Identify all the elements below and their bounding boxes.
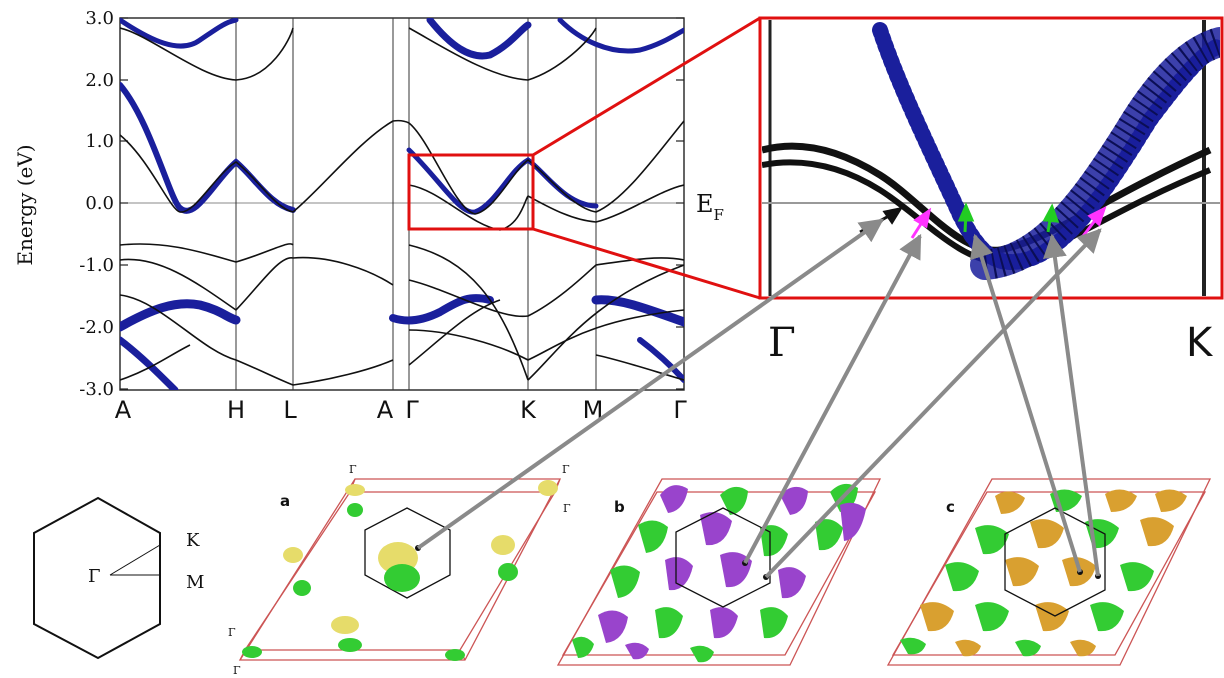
fermi-surface-panel-a: a Γ Γ Γ Γ Γ <box>228 463 571 677</box>
bz-hexagon-outline <box>364 507 451 599</box>
bz-k-label: K <box>186 530 200 551</box>
corner-gamma-label: Γ <box>349 463 357 476</box>
corner-gamma-label: Γ <box>233 664 241 677</box>
connector-arrow-a <box>416 218 884 550</box>
fermi-pockets <box>242 480 558 661</box>
panel-label: c <box>946 498 955 516</box>
k-point-labels: A H L A Γ K M Γ <box>115 396 688 424</box>
y-tick-label: 2.0 <box>85 70 114 91</box>
arrow-green-icon <box>957 202 975 222</box>
y-tick-label: -3.0 <box>79 379 114 400</box>
zoom-connectors <box>532 16 761 300</box>
connector-arrow-c2 <box>1043 233 1100 577</box>
inset-band-weighted <box>970 27 1220 280</box>
fermi-surface-panel-c: c <box>886 478 1212 666</box>
y-tick-label: 0.0 <box>85 193 114 214</box>
zoom-region-box <box>407 153 535 231</box>
inset-gamma-label: Γ <box>768 320 796 366</box>
corner-gamma-label: Γ <box>228 626 236 639</box>
bz-hexagon-outline <box>1004 507 1106 617</box>
fermi-level-label: EF <box>696 190 724 224</box>
k-point-label: H <box>227 396 245 424</box>
k-point-label: A <box>377 396 394 424</box>
y-tick-label: -2.0 <box>79 317 114 338</box>
brillouin-zone-diagram: Γ K M <box>33 496 204 660</box>
arrow-black-icon <box>882 206 904 225</box>
k-point-label: Γ <box>405 396 419 424</box>
y-axis-label: Energy (eV) <box>13 144 37 265</box>
corner-gamma-label: Γ <box>563 502 571 515</box>
zoom-inset: Γ K <box>758 16 1224 366</box>
k-point-label: L <box>283 396 297 424</box>
connector-arrow-b2 <box>764 228 1102 579</box>
arrow-green-icon <box>1042 203 1060 223</box>
k-point-label: A <box>115 396 132 424</box>
corner-labels: Γ Γ Γ Γ Γ <box>228 463 571 677</box>
panel-label: a <box>280 492 290 510</box>
bz-hexagon-outline <box>675 507 771 608</box>
connector-arrow-c1 <box>969 233 1082 573</box>
arrow-magenta-icon <box>1087 206 1107 227</box>
inset-k-label: K <box>1186 320 1214 366</box>
connector-arrow-b1 <box>743 233 922 564</box>
weighted-bands <box>120 18 684 390</box>
y-tick-label: -1.0 <box>79 255 114 276</box>
band-structure-plot: 3.0 2.0 1.0 0.0 -1.0 -2.0 -3.0 Energy (e… <box>13 8 724 424</box>
band-curves <box>120 18 684 390</box>
bz-gamma-label: Γ <box>88 566 101 587</box>
corner-gamma-label: Γ <box>562 463 570 476</box>
y-tick-labels: 3.0 2.0 1.0 0.0 -1.0 -2.0 -3.0 <box>79 8 114 400</box>
k-point-label: M <box>583 396 604 424</box>
panel-label: b <box>614 498 625 516</box>
connector-arrows <box>416 218 1102 579</box>
k-point-label: Γ <box>673 396 687 424</box>
arrow-magenta-icon <box>913 207 932 229</box>
plot-frame <box>119 17 685 391</box>
thin-bands <box>120 27 684 386</box>
bz-m-label: M <box>186 572 204 593</box>
k-point-label: K <box>520 396 537 424</box>
y-tick-label: 3.0 <box>85 8 114 29</box>
y-tick-label: 1.0 <box>85 131 114 152</box>
fermi-sheets <box>900 489 1187 657</box>
